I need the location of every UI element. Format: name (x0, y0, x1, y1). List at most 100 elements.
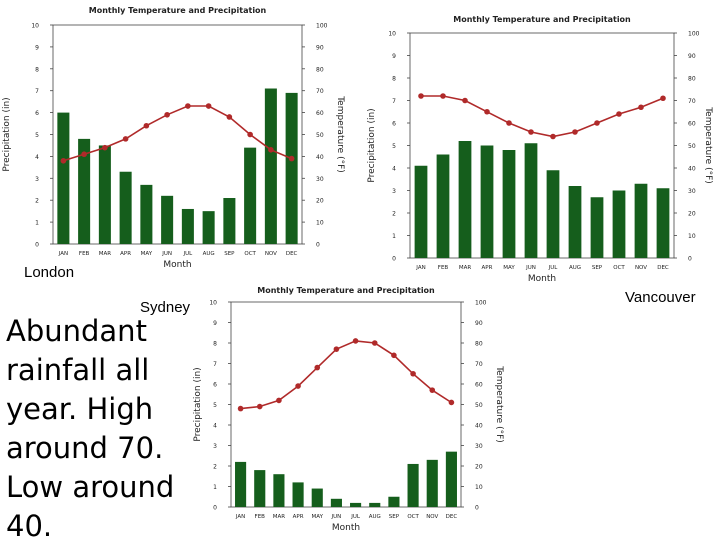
temp-point-dec (448, 399, 455, 406)
y-tick-label: 5 (35, 132, 39, 139)
x-tick-label: NOV (635, 265, 647, 271)
temp-point-feb (81, 151, 87, 158)
chart-london: Monthly Temperature and Precipitation 0 1 2… (2, 6, 345, 268)
y2-tick-label: 30 (475, 443, 483, 450)
x-tick-label: JUL (183, 251, 194, 257)
precip-bar-may (502, 150, 516, 258)
precip-bar-mar (98, 145, 111, 244)
temp-point-jun (528, 129, 534, 135)
y2-tick-label: 70 (316, 88, 324, 95)
y-axis-label: Precipitation (in) (367, 108, 377, 182)
y-tick-label: 2 (35, 198, 39, 205)
precip-bar-jan (235, 461, 247, 507)
y2-tick-label: 100 (316, 23, 328, 30)
precip-bar-feb (436, 154, 450, 258)
y-tick-label: 2 (213, 464, 217, 471)
temp-point-mar (462, 97, 468, 104)
x-tick-label: APR (120, 251, 131, 257)
temp-point-apr (484, 108, 490, 115)
precip-bar-nov (634, 183, 648, 258)
y-tick-label: 7 (392, 98, 396, 105)
y2-tick-label: 50 (688, 143, 696, 150)
temperature-line (421, 95, 664, 138)
precip-bar-may (140, 184, 153, 244)
y2-tick-label: 80 (475, 341, 483, 348)
x-tick-label: MAR (459, 265, 472, 271)
y-tick-label: 1 (213, 484, 217, 491)
y2-tick-label: 80 (316, 66, 324, 73)
precip-bar-aug (202, 211, 215, 244)
precip-bar-jul (181, 208, 194, 244)
x-tick-label: DEC (446, 514, 458, 520)
temp-point-mar (276, 397, 282, 404)
city-label-vancouver: Vancouver (625, 289, 696, 306)
temp-point-oct (410, 370, 416, 377)
y2-tick-label: 80 (688, 76, 696, 83)
y2-tick-label: 90 (475, 320, 483, 327)
temp-point-nov (429, 387, 436, 393)
precip-bar-mar (273, 474, 285, 507)
temp-point-aug (572, 129, 578, 135)
temp-point-sep (226, 114, 233, 120)
temp-point-feb (256, 403, 263, 410)
temp-point-aug (371, 340, 378, 346)
temp-point-jul (550, 133, 556, 140)
x-tick-label: FEB (79, 251, 90, 257)
y2-tick-label: 70 (475, 361, 483, 368)
city-label-sydney: Sydney (140, 299, 191, 316)
temp-point-jun (164, 111, 170, 118)
y-tick-label: 9 (35, 44, 39, 51)
x-axis-label: Month (332, 523, 360, 533)
y2-tick-label: 0 (688, 256, 692, 263)
precip-bar-jul (350, 502, 362, 507)
y2-tick-label: 10 (316, 220, 324, 227)
precip-bar-dec (445, 451, 457, 507)
y-tick-label: 9 (213, 320, 217, 327)
x-tick-label: NOV (426, 514, 438, 520)
y-tick-label: 8 (213, 341, 217, 348)
precip-bar-aug (568, 186, 582, 258)
y-tick-label: 5 (213, 402, 217, 409)
y2-tick-label: 30 (316, 176, 324, 183)
precip-bar-nov (264, 88, 277, 244)
temp-point-aug (205, 103, 212, 109)
x-tick-label: MAY (141, 251, 153, 257)
temperature-line (240, 340, 452, 410)
temp-point-oct (616, 111, 622, 117)
temp-point-jan (60, 157, 67, 164)
y2-tick-label: 40 (316, 154, 324, 161)
y-tick-label: 7 (35, 88, 39, 95)
temp-point-jun (333, 346, 340, 352)
plot-area (409, 32, 675, 259)
x-tick-label: JAN (415, 265, 425, 271)
x-tick-label: AUG (203, 251, 215, 257)
y-axis-label: Precipitation (in) (193, 367, 203, 441)
y-tick-label: 1 (392, 233, 396, 240)
y-tick-label: 10 (388, 31, 396, 38)
x-tick-label: JUN (161, 251, 172, 257)
chart-title: Monthly Temperature and Precipitation (257, 286, 435, 295)
x-tick-label: MAY (312, 514, 324, 520)
chart-sydney: Monthly Temperature and Precipitation 0 1 2… (193, 286, 504, 533)
y-tick-label: 10 (209, 300, 217, 307)
temp-point-sep (594, 120, 600, 126)
x-tick-label: AUG (369, 514, 381, 520)
y-tick-label: 3 (392, 188, 396, 195)
precip-bar-dec (656, 188, 670, 258)
x-tick-label: AUG (569, 265, 581, 271)
temp-point-may (143, 122, 150, 129)
precip-bar-mar (458, 141, 472, 258)
x-tick-label: APR (482, 265, 493, 271)
y2-tick-label: 100 (475, 300, 487, 307)
precip-bar-nov (426, 459, 438, 507)
precip-bar-jul (546, 170, 560, 258)
x-tick-label: OCT (244, 251, 256, 257)
precip-bar-sep (223, 198, 236, 244)
x-tick-label: SEP (592, 265, 603, 271)
plot-area (52, 24, 303, 245)
x-tick-label: JUN (331, 514, 342, 520)
precip-bar-oct (407, 463, 419, 507)
temperature-line (63, 105, 292, 162)
x-tick-label: DEC (286, 251, 298, 257)
temp-point-apr (295, 383, 301, 389)
